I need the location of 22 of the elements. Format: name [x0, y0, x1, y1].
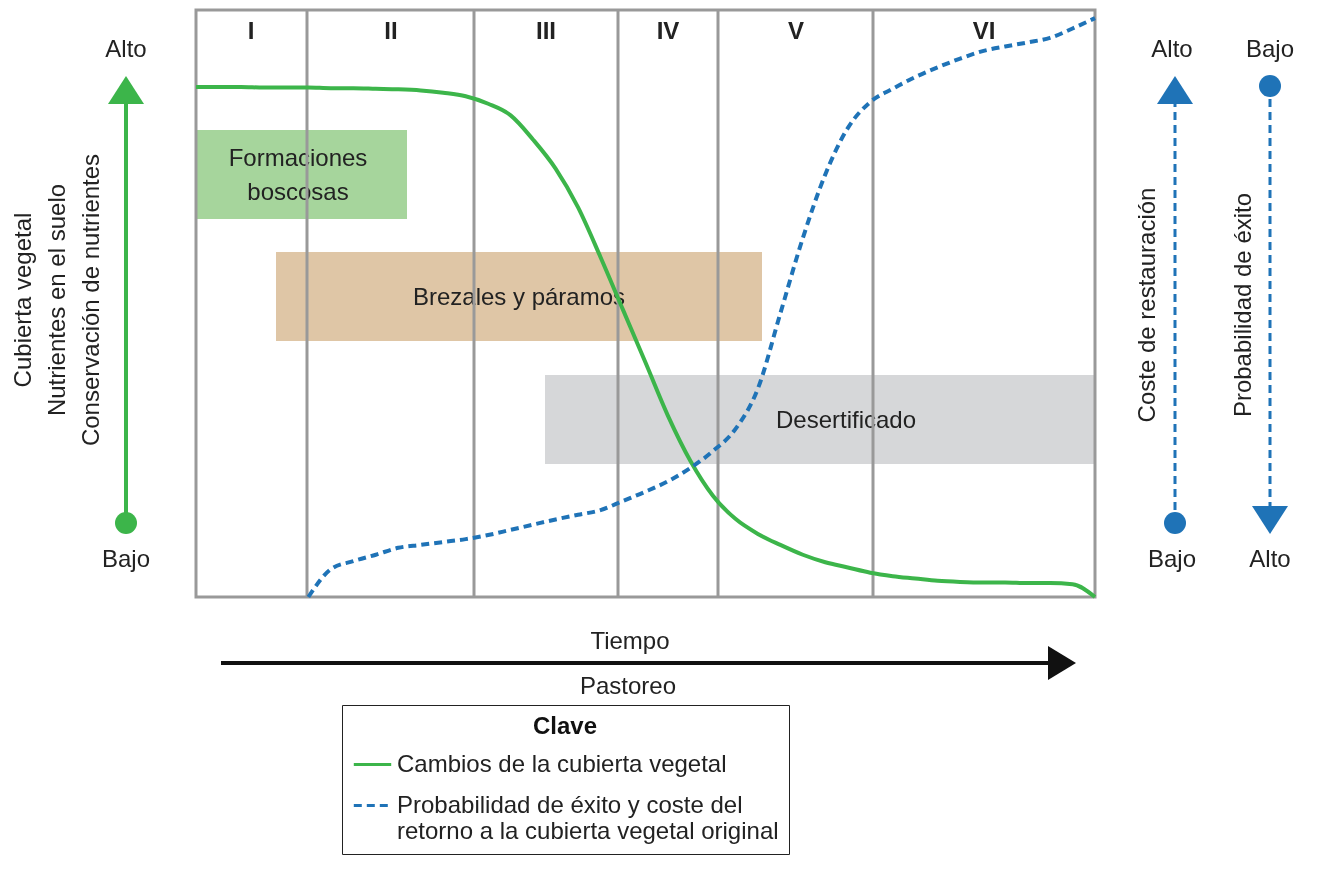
text: Alto	[1249, 545, 1291, 572]
legend-label: Cambios de la cubierta vegetal	[397, 749, 727, 777]
legend-title: Clave	[532, 712, 598, 739]
annotation: Desertificado	[775, 405, 917, 433]
y-axis-title: Cubierta vegetal Nutrientes en el suelo Conservación de nutrientes	[9, 153, 104, 447]
annotation: VI	[972, 17, 996, 44]
x-axis-title: Tiempo	[590, 627, 670, 654]
y3-axis-title: Probabilidad de éxito	[1229, 192, 1256, 418]
text: Pastoreo	[579, 672, 677, 699]
annotation: V	[787, 17, 805, 44]
text: Bajo	[101, 545, 151, 572]
y2-axis-title: Coste de restauración	[1133, 187, 1160, 423]
annotation: Formaciones boscosas	[228, 143, 368, 205]
text: Bajo	[1245, 35, 1295, 62]
legend-label: Probabilidad de éxito y coste del retorno a la cubierta vegetal original	[397, 790, 779, 844]
annotation: III	[535, 17, 557, 44]
annotation: IV	[656, 17, 680, 44]
text: Alto	[105, 35, 147, 62]
text: Alto	[1151, 35, 1193, 62]
text: Bajo	[1147, 545, 1197, 572]
annotation: II	[384, 17, 398, 44]
annotation: I	[247, 17, 255, 44]
